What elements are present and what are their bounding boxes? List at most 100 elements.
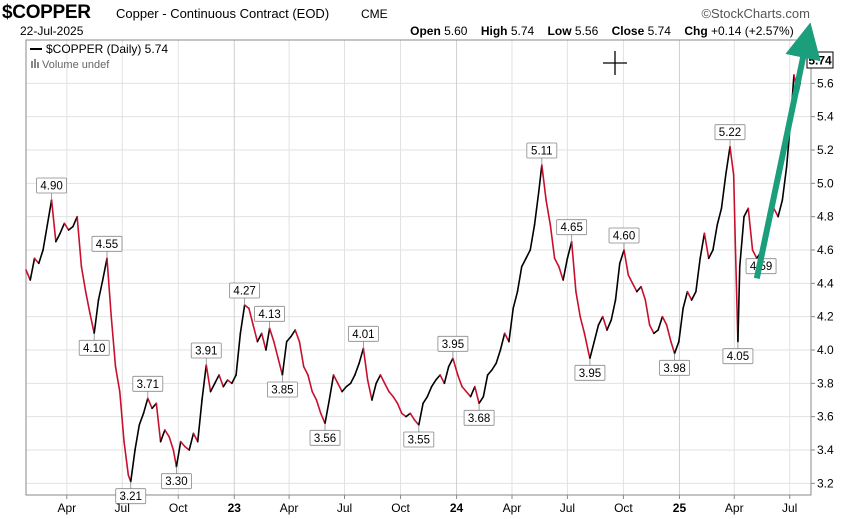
price-label: 3.30 xyxy=(161,466,192,490)
price-segment xyxy=(520,257,527,268)
price-segment xyxy=(84,290,91,315)
price-segment xyxy=(653,329,659,335)
price-segment xyxy=(738,215,745,268)
contract-description: Copper - Continuous Contract (EOD) xyxy=(116,6,330,21)
price-segment xyxy=(388,390,395,398)
price-label: 3.71 xyxy=(132,375,164,399)
price-segment xyxy=(435,374,441,381)
price-segment xyxy=(311,390,318,401)
x-tick-label: Apr xyxy=(57,501,76,515)
price-segment xyxy=(209,382,216,393)
price-segment xyxy=(392,395,399,405)
price-segment xyxy=(72,215,78,228)
price-segment xyxy=(358,347,365,365)
price-segment xyxy=(482,374,489,398)
y-tick-label: 3.4 xyxy=(817,443,834,457)
x-tick-label: Apr xyxy=(725,501,744,515)
y-tick-label: 4.2 xyxy=(817,310,834,324)
price-label-text: 4.05 xyxy=(727,351,749,363)
price-segment xyxy=(324,399,331,425)
y-tick-label: 5.4 xyxy=(817,110,834,124)
price-segment xyxy=(478,395,485,405)
price-segment xyxy=(737,265,741,343)
price-segment xyxy=(777,199,784,218)
price-segment xyxy=(218,374,225,388)
price-label: 5.11 xyxy=(526,142,558,165)
price-segment xyxy=(418,402,424,426)
price-segment xyxy=(328,374,335,401)
price-label: 3.95 xyxy=(437,335,469,359)
price-segment xyxy=(290,329,296,338)
price-label-box xyxy=(714,124,746,141)
price-segment xyxy=(422,395,429,405)
price-segment xyxy=(648,324,655,335)
price-label: 3.95 xyxy=(574,358,606,381)
price-label: 4.10 xyxy=(78,333,110,356)
price-segment xyxy=(640,285,647,301)
price-segment xyxy=(155,402,162,443)
price-label-text: 3.98 xyxy=(663,363,685,375)
x-tick-label: Oct xyxy=(169,501,188,515)
price-segment xyxy=(751,249,758,260)
chart-legend: $COPPER (Daily) 5.74 Volume undef xyxy=(30,42,168,71)
price-segment xyxy=(558,265,564,281)
chart-date: 22-Jul-2025 xyxy=(20,24,84,38)
price-label-text: 3.71 xyxy=(137,379,159,391)
x-tick-label: Jul xyxy=(337,501,352,515)
price-segment xyxy=(508,307,514,343)
price-segment xyxy=(678,307,684,343)
price-label: 3.98 xyxy=(659,353,690,376)
low-label: Low xyxy=(547,24,572,38)
price-label-text: 3.95 xyxy=(579,368,601,380)
price-segment xyxy=(273,340,279,360)
x-tick-label: 25 xyxy=(673,501,687,515)
x-tick-label: Oct xyxy=(391,501,410,515)
price-label-text: 4.27 xyxy=(233,286,255,298)
price-segment xyxy=(512,290,519,310)
price-segment xyxy=(123,440,130,476)
price-segment xyxy=(168,435,175,451)
price-segment xyxy=(601,315,608,331)
price-segment xyxy=(465,390,472,398)
price-segment xyxy=(97,279,104,301)
price-label-text: 4.65 xyxy=(560,222,582,234)
price-label-text: 4.90 xyxy=(40,181,62,193)
price-segment xyxy=(631,282,638,293)
y-tick-label: 3.8 xyxy=(817,376,834,390)
price-label-text: 3.68 xyxy=(468,413,490,425)
price-segment xyxy=(337,382,343,393)
price-segment xyxy=(383,382,390,393)
price-segment xyxy=(699,232,706,260)
price-segment xyxy=(285,335,292,343)
price-segment xyxy=(379,374,386,385)
price-segment xyxy=(743,207,750,218)
price-segment xyxy=(248,307,254,326)
price-label-text: 5.11 xyxy=(531,146,553,158)
price-segment xyxy=(627,274,634,285)
close-label: Close xyxy=(611,24,645,38)
price-label-text: 3.56 xyxy=(314,433,336,445)
legend-price-text: $COPPER (Daily) 5.74 xyxy=(46,42,168,56)
price-segment xyxy=(307,374,314,393)
price-segment xyxy=(474,385,480,405)
price-segment xyxy=(623,249,630,276)
price-segment xyxy=(495,349,502,365)
price-segment xyxy=(222,379,229,388)
price-segment xyxy=(516,265,523,293)
brand-label: ©StockCharts.com xyxy=(701,6,810,21)
open-label: Open xyxy=(410,24,441,38)
price-segment xyxy=(525,249,532,260)
price-segment xyxy=(239,304,246,335)
price-segment xyxy=(192,432,199,443)
price-segment xyxy=(396,402,403,415)
x-tick-label: 24 xyxy=(450,501,464,515)
price-segment xyxy=(566,240,573,260)
low-value: 5.56 xyxy=(574,24,599,38)
price-segment xyxy=(252,324,259,343)
price-label: 3.56 xyxy=(309,423,341,446)
price-label-text: 4.13 xyxy=(258,309,280,321)
price-segment xyxy=(213,374,220,385)
price-segment xyxy=(716,207,723,226)
price-segment xyxy=(579,315,586,335)
